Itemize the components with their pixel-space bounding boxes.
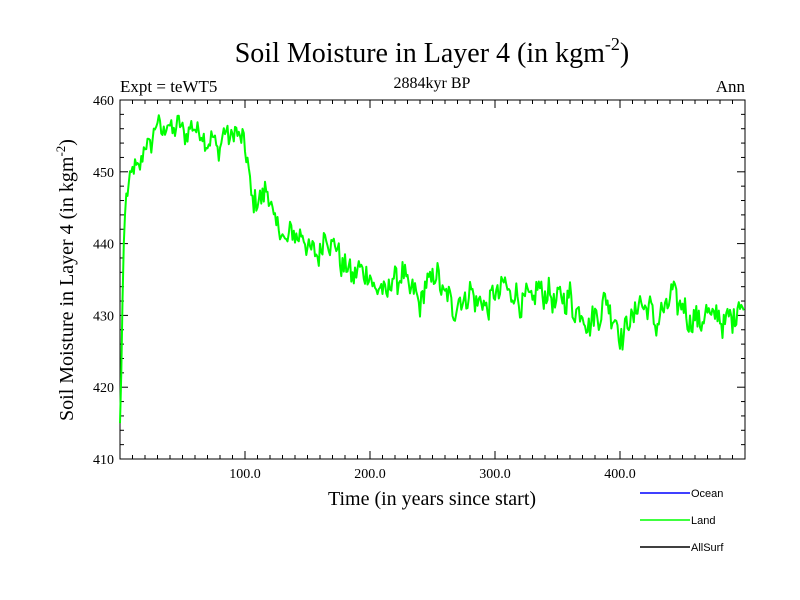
series-group [119, 114, 745, 424]
x-axis-ticks: 100.0 200.0 300.0 400.0 [132, 100, 733, 482]
x-tick-label: 100.0 [229, 467, 261, 482]
subtitle-right: Ann [716, 77, 746, 96]
x-tick-label: 200.0 [354, 467, 386, 482]
chart-title-sup: -2 [605, 34, 620, 54]
legend-label-land: Land [691, 515, 715, 527]
y-axis-ticks: 410 420 430 440 450 460 [93, 94, 745, 468]
subtitle-left: Expt = teWT5 [120, 77, 217, 96]
y-tick-label: 420 [93, 381, 114, 396]
y-tick-label: 440 [93, 238, 114, 253]
x-tick-label: 300.0 [479, 467, 511, 482]
y-axis-label: Soil Moisture in Layer 4 (in kgm-2) [53, 139, 78, 421]
subtitle-center: 2884kyr BP [394, 75, 471, 92]
chart-title-end: ) [620, 38, 629, 69]
legend-label-ocean: Ocean [691, 488, 723, 500]
y-tick-label: 460 [93, 94, 114, 109]
x-axis-label: Time (in years since start) [328, 488, 536, 510]
series-line-land [119, 114, 745, 424]
x-tick-label: 400.0 [604, 467, 636, 482]
y-axis-label-main: Soil Moisture in Layer 4 (in kgm [56, 156, 78, 421]
legend: Ocean Land AllSurf [640, 488, 724, 554]
y-axis-label-end: ) [56, 139, 78, 146]
legend-label-allsurf: AllSurf [691, 542, 724, 554]
chart-title: Soil Moisture in Layer 4 (in kgm-2) [235, 34, 630, 69]
y-axis-label-sup: -2 [53, 146, 68, 157]
y-tick-label: 430 [93, 309, 114, 324]
y-tick-label: 450 [93, 166, 114, 181]
y-tick-label: 410 [93, 453, 114, 468]
chart-title-main: Soil Moisture in Layer 4 (in kgm [235, 38, 605, 69]
